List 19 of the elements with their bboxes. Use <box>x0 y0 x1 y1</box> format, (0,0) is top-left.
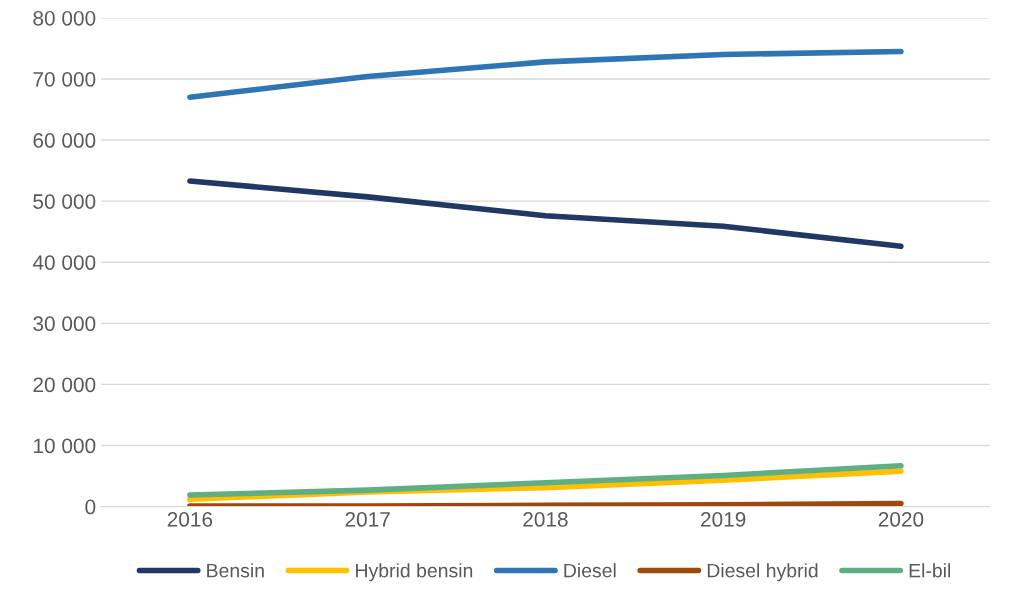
y-tick-label: 60 000 <box>33 133 96 148</box>
y-tick-label: 50 000 <box>33 194 96 209</box>
legend-label: Bensin <box>207 563 264 578</box>
x-tick-label: 2017 <box>345 512 390 527</box>
y-tick-label: 70 000 <box>33 71 96 87</box>
x-tick-label: 2019 <box>701 512 746 527</box>
legend-label: El-bil <box>909 563 951 578</box>
y-tick-label: 40 000 <box>32 255 96 270</box>
legend-label: Diesel hybrid <box>707 563 818 582</box>
legend-label: Diesel <box>564 563 616 578</box>
legend-label: Hybrid bensin <box>356 563 473 582</box>
y-tick-label: 30 000 <box>33 316 96 332</box>
x-tick-label: 2020 <box>878 512 924 527</box>
y-tick-label: 20 000 <box>33 377 96 393</box>
y-tick-label: 0 <box>85 499 96 515</box>
y-tick-label: 80 000 <box>33 10 96 26</box>
x-tick-label: 2018 <box>523 512 568 527</box>
y-tick-label: 10 000 <box>34 438 96 454</box>
x-tick-label: 2016 <box>167 512 213 527</box>
